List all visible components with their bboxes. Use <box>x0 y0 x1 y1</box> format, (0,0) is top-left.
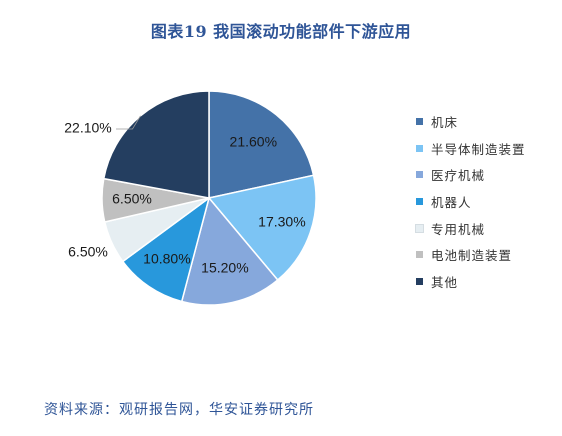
slice-data-label: 21.60% <box>230 134 277 150</box>
legend-label: 机床 <box>431 114 459 130</box>
legend-label: 机器人 <box>431 194 472 210</box>
legend-swatch <box>416 171 423 179</box>
pie-slice <box>208 90 315 199</box>
legend-swatch <box>416 117 423 125</box>
chart-title: 图表19 我国滚动功能部件下游应用 <box>150 22 412 41</box>
pie-slice <box>207 174 317 282</box>
legend-swatch <box>416 277 423 285</box>
legend-item: 专用机械 <box>415 215 526 242</box>
leader-line <box>116 115 141 130</box>
legend-item: 半导体制造装置 <box>416 135 526 162</box>
slice-data-label: 22.10% <box>64 120 111 136</box>
legend-swatch <box>416 197 423 205</box>
legend-item: 医疗机械 <box>416 161 526 188</box>
slice-data-label: 6.50% <box>112 190 152 206</box>
data-labels: 21.60% 17.30% 15.20% 10.80% 6.50% 6.50% 22.10% <box>64 120 305 276</box>
legend-item: 机器人 <box>416 188 526 215</box>
legend-item: 其他 <box>416 268 526 295</box>
slice-data-label: 15.20% <box>201 260 248 276</box>
leader-lines <box>116 115 141 130</box>
legend-label: 电池制造装置 <box>431 248 513 264</box>
source-note: 资料来源：观研报告网，华安证券研究所 <box>44 402 314 418</box>
pie-slice <box>102 90 210 199</box>
legend: 机床半导体制造装置 医疗机械机器人专用机械电池制造装置 其他 <box>415 108 526 295</box>
slice-data-label: 17.30% <box>258 214 305 230</box>
slice-data-label: 10.80% <box>143 251 190 267</box>
pie-slices <box>101 90 317 306</box>
legend-swatch <box>416 144 423 152</box>
slice-data-label: 6.50% <box>68 244 108 260</box>
legend-label: 医疗机械 <box>431 168 486 184</box>
pie-slice <box>121 196 211 303</box>
legend-label: 半导体制造装置 <box>431 141 526 157</box>
legend-swatch <box>416 251 423 259</box>
legend-item: 电池制造装置 <box>416 241 526 268</box>
pie-slice <box>180 196 279 306</box>
legend-label: 其他 <box>431 274 459 290</box>
legend-label: 专用机械 <box>431 221 486 237</box>
legend-item: 机床 <box>416 108 526 135</box>
legend-swatch <box>415 223 424 233</box>
